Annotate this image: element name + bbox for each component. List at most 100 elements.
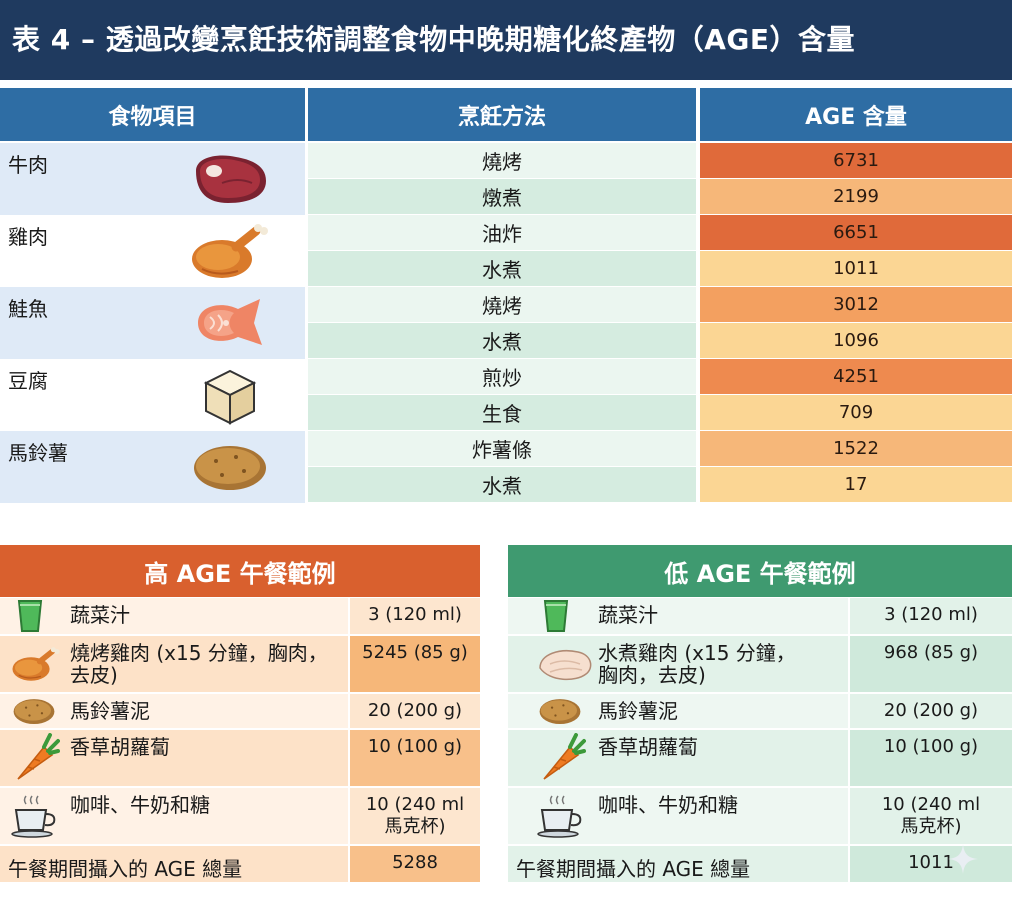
- age-value: 3012: [700, 287, 1012, 322]
- cooking-method: 油炸: [308, 215, 696, 250]
- lunch-item-label: 蔬菜汁: [70, 604, 130, 626]
- lunch-item-row: 咖啡、牛奶和糖 10 (240 ml 馬克杯): [0, 788, 480, 844]
- potato-icon: [536, 694, 584, 728]
- lunch-item-age-line: 5245 (85 g): [362, 642, 468, 663]
- lunch-item-label: 燒烤雞肉 (x15 分鐘，胸肉， 去皮): [70, 642, 328, 686]
- cooking-method: 水煮: [308, 467, 696, 502]
- lunch-total-value-text: 5288: [392, 852, 438, 873]
- lunch-item-label: 咖啡、牛奶和糖: [70, 794, 210, 816]
- lunch-item-label-line: 水煮雞肉 (x15 分鐘，: [598, 641, 796, 665]
- age-value: 2199: [700, 179, 1012, 214]
- lunch-item-age-line: 馬克杯): [384, 816, 446, 837]
- lunch-item-label-line: 香草胡蘿蔔: [70, 735, 170, 759]
- lunch-item-label-line: 蔬菜汁: [598, 603, 658, 627]
- cooking-method: 燒烤: [308, 287, 696, 322]
- lunch-item-cell: 香草胡蘿蔔: [0, 730, 348, 786]
- coffee-cup-icon: [536, 794, 586, 838]
- age-value: 4251: [700, 359, 1012, 394]
- lunch-item-label-line: 胸肉，去皮): [598, 663, 706, 687]
- lunch-item-label-line: 燒烤雞肉 (x15 分鐘，胸肉，: [70, 641, 328, 665]
- lunch-item-cell: 咖啡、牛奶和糖: [0, 788, 348, 844]
- lunch-total-cell: 午餐期間攝入的 AGE 總量: [508, 846, 848, 882]
- lunch-total-label: 午餐期間攝入的 AGE 總量: [516, 857, 751, 881]
- lunch-item-cell: 香草胡蘿蔔: [508, 730, 848, 786]
- lunch-item-age: 5245 (85 g): [350, 636, 480, 692]
- lunch-item-label: 馬鈴薯泥: [70, 700, 150, 722]
- food-name: 牛肉: [8, 153, 48, 177]
- lunch-item-label: 馬鈴薯泥: [598, 700, 678, 722]
- lunch-item-label-line: 馬鈴薯泥: [70, 699, 150, 723]
- lunch-item-cell: 咖啡、牛奶和糖: [508, 788, 848, 844]
- lunch-item-age: 20 (200 g): [850, 694, 1012, 728]
- lunch-item-row: 水煮雞肉 (x15 分鐘， 胸肉，去皮) 968 (85 g): [508, 636, 1012, 692]
- lunch-item-cell: 蔬菜汁: [0, 598, 348, 634]
- juice-glass-icon: [10, 599, 50, 633]
- lunch-item-row: 馬鈴薯泥 20 (200 g): [508, 694, 1012, 728]
- cooking-method: 水煮: [308, 251, 696, 286]
- low-lunch-title: 低 AGE 午餐範例: [508, 545, 1012, 597]
- food-column-header: 食物項目: [0, 88, 305, 141]
- lunch-item-age-line: 20 (200 g): [367, 700, 463, 721]
- lunch-total-cell: 午餐期間攝入的 AGE 總量: [0, 846, 348, 882]
- lunch-item-age-line: 20 (200 g): [883, 700, 979, 721]
- age-value: 1096: [700, 323, 1012, 358]
- food-cell: 馬鈴薯: [0, 431, 305, 503]
- lunch-item-label: 咖啡、牛奶和糖: [598, 794, 738, 816]
- lunch-item-age-line: 10 (240 ml: [881, 794, 981, 815]
- lunch-item-label-line: 去皮): [70, 663, 118, 687]
- lunch-item-label: 香草胡蘿蔔: [70, 736, 170, 758]
- juice-glass-icon: [536, 599, 576, 633]
- lunch-total-row: 午餐期間攝入的 AGE 總量 5288: [0, 846, 480, 882]
- food-name: 雞肉: [8, 225, 48, 249]
- lunch-item-age-line: 968 (85 g): [883, 642, 979, 663]
- steak-icon: [188, 149, 272, 209]
- poached-chicken-breast-icon: [536, 644, 596, 684]
- cooking-method: 炸薯條: [308, 431, 696, 466]
- cooking-method: 煎炒: [308, 359, 696, 394]
- lunch-item-age: 10 (100 g): [350, 730, 480, 786]
- lunch-item-label: 水煮雞肉 (x15 分鐘， 胸肉，去皮): [598, 642, 796, 686]
- cooking-method: 水煮: [308, 323, 696, 358]
- age-value: 6651: [700, 215, 1012, 250]
- lunch-item-label-line: 馬鈴薯泥: [598, 699, 678, 723]
- lunch-item-label: 香草胡蘿蔔: [598, 736, 698, 758]
- coffee-cup-icon: [10, 794, 60, 838]
- lunch-item-label-line: 香草胡蘿蔔: [598, 735, 698, 759]
- carrot-icon: [10, 733, 60, 783]
- lunch-item-age: 20 (200 g): [350, 694, 480, 728]
- age-value: 17: [700, 467, 1012, 502]
- lunch-item-row: 蔬菜汁 3 (120 ml): [0, 598, 480, 634]
- lunch-item-row: 燒烤雞肉 (x15 分鐘，胸肉， 去皮) 5245 (85 g): [0, 636, 480, 692]
- food-cell: 牛肉: [0, 143, 305, 215]
- high-age-lunch-panel: 高 AGE 午餐範例 蔬菜汁 3 (120 ml) 燒烤雞肉 (x15 分鐘，胸肉，…: [0, 545, 480, 883]
- food-cell: 豆腐: [0, 359, 305, 431]
- lunch-item-label-line: 咖啡、牛奶和糖: [70, 793, 210, 817]
- lunch-total-row: 午餐期間攝入的 AGE 總量 1011: [508, 846, 1012, 882]
- cooking-method: 生食: [308, 395, 696, 430]
- age-value: 1011: [700, 251, 1012, 286]
- low-age-lunch-panel: 低 AGE 午餐範例 蔬菜汁 3 (120 ml) 水煮雞肉 (x15 分鐘， 胸肉，…: [508, 545, 1012, 883]
- roast-chicken-icon: [188, 221, 272, 281]
- lunch-total-value: 1011: [850, 846, 1012, 882]
- cooking-method: 燉煮: [308, 179, 696, 214]
- lunch-item-age: 3 (120 ml): [350, 598, 480, 634]
- potato-icon: [10, 694, 58, 728]
- cooking-method: 燒烤: [308, 143, 696, 178]
- age-value: 709: [700, 395, 1012, 430]
- lunch-item-age-line: 10 (100 g): [883, 736, 979, 757]
- lunch-item-age-line: 3 (120 ml): [884, 604, 978, 625]
- food-cell: 鮭魚: [0, 287, 305, 359]
- lunch-item-age: 10 (240 ml 馬克杯): [350, 788, 480, 844]
- lunch-total-value: 5288: [350, 846, 480, 882]
- lunch-item-cell: 蔬菜汁: [508, 598, 848, 634]
- food-cell: 雞肉: [0, 215, 305, 287]
- title-bar: 表 4 – 透過改變烹飪技術調整食物中晚期糖化終產物（AGE）含量: [0, 0, 1012, 80]
- salmon-steak-icon: [188, 293, 272, 353]
- food-name: 鮭魚: [8, 297, 48, 321]
- lunch-item-age: 10 (100 g): [850, 730, 1012, 786]
- lunch-item-age-line: 10 (100 g): [367, 736, 463, 757]
- lunch-item-label-line: 蔬菜汁: [70, 603, 130, 627]
- lunch-item-cell: 水煮雞肉 (x15 分鐘， 胸肉，去皮): [508, 636, 848, 692]
- tofu-cube-icon: [188, 365, 272, 425]
- lunch-item-age-line: 3 (120 ml): [368, 604, 462, 625]
